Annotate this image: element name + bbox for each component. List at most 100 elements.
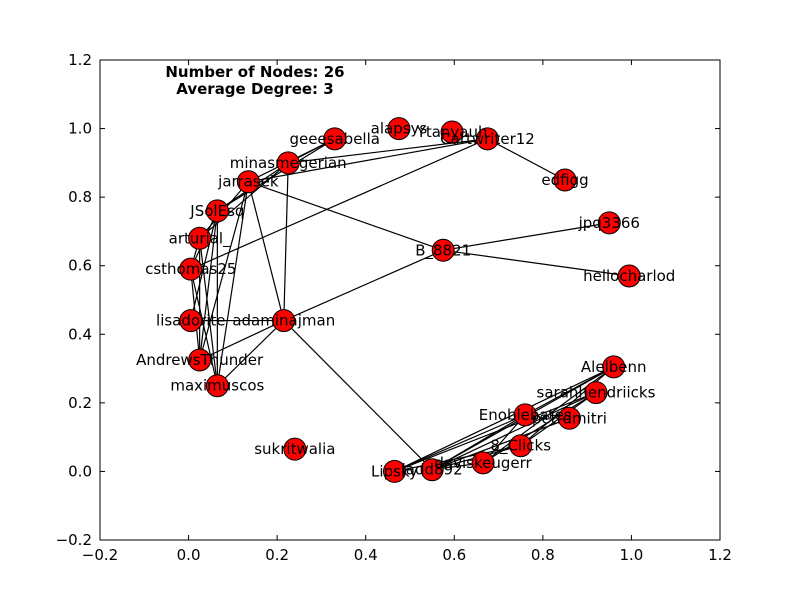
node-label-b-8821: B_8821 (415, 241, 471, 260)
edge-sarahhendriicks-ladd892 (431, 392, 597, 471)
edge-adaminajman-andrewsthunder (199, 320, 285, 361)
node-label-adaminajman: adaminajman (232, 312, 335, 330)
edges-layer (190, 138, 630, 473)
edge-8-clicks-lipsky (394, 445, 521, 473)
node-b-8821 (431, 238, 455, 262)
y-tick-label: −0.2 (56, 531, 92, 549)
x-tick-label: 1.0 (619, 546, 643, 564)
edge-enoblebates-lipsky (394, 414, 526, 472)
node-label-jpq3366: jpq3366 (578, 214, 640, 232)
edge-minasmegerian-arturial (199, 162, 289, 239)
node-label-cartwriter12: Cartwriter12 (440, 130, 535, 148)
node-label-jarrasek: jarrasek (217, 173, 279, 191)
edge-petrdmitri-ladd892 (431, 417, 570, 471)
node-label-sukritwalia: sukritwalia (254, 440, 335, 458)
node-label-edfigg: edfigg (541, 171, 588, 189)
y-tick-label: 1.2 (68, 51, 92, 69)
node-label-sarahhendriicks: sarahhendriicks (537, 384, 656, 402)
edge-b-8821-jpq3366 (443, 222, 610, 251)
edge-b-8821-hellocharlod (443, 249, 630, 277)
node-label-lisadorite: lisadorite (156, 312, 226, 330)
edge-geeesabella-jsolesq (217, 138, 336, 212)
y-tick-label: 0.0 (68, 462, 92, 480)
node-hellocharlod (617, 264, 641, 288)
x-tick-label: 1.2 (708, 546, 732, 564)
edge-arturial-maximuscos (199, 238, 218, 386)
edge-minasmegerian-adaminajman (283, 162, 289, 321)
node-jsolesq (205, 199, 229, 223)
x-tick-label: 0.2 (265, 546, 289, 564)
node-label-ytanyauh: Ytanyauh (416, 123, 488, 141)
node-jarrasek (236, 170, 260, 194)
x-tick-label: −0.2 (82, 546, 118, 564)
node-alapsys (387, 117, 411, 141)
edge-jarrasek-b-8821 (248, 181, 444, 251)
node-label-arturial: arturial_ (169, 229, 231, 248)
x-tick-label: 0.6 (442, 546, 466, 564)
plot-frame (99, 59, 721, 541)
node-label-ladd892: ladd892 (402, 461, 463, 479)
edge-jsolesq-andrewsthunder (199, 210, 218, 361)
node-csthomas25 (179, 257, 203, 281)
y-tick-label: 0.4 (68, 325, 92, 343)
x-tick-label: 0.4 (354, 546, 378, 564)
title-line-2: Average Degree: 3 (176, 80, 333, 98)
node-enoblebates (513, 403, 537, 427)
ticks-layer (99, 59, 721, 541)
node-ytanyauh (440, 120, 464, 144)
node-andrewsthunder (188, 348, 212, 372)
x-tick-label: 0.8 (531, 546, 555, 564)
node-cartwriter12 (476, 127, 499, 151)
node-sukritwalia (283, 437, 307, 461)
node-label-minasmegerian: minasmegerian (230, 154, 347, 172)
edge-alelbenn-enoblebates (524, 366, 615, 416)
node-minasmegerian (276, 151, 300, 175)
node-label-alapsys: alapsys (371, 120, 428, 138)
node-8-clicks (509, 434, 533, 458)
node-label-maximuscos: maximuscos (170, 377, 264, 395)
x-tick-label: 0.0 (177, 546, 201, 564)
edge-alelbenn-lipsky (394, 366, 614, 472)
node-maximuscos (205, 374, 229, 398)
node-petrdmitri (557, 406, 581, 430)
title-line-1: Number of Nodes: 26 (165, 63, 344, 81)
node-label-lipsky: Lipsky (371, 462, 418, 480)
edge-adaminajman-b-8821 (283, 249, 444, 322)
y-tick-label: 1.0 (68, 120, 92, 138)
y-tick-label: 0.2 (68, 394, 92, 412)
node-label-jsolesq: JSolEsq (189, 202, 244, 220)
node-edfigg (553, 168, 577, 192)
node-lisadorite (179, 309, 203, 333)
node-label-geeesabella: geeesabella (289, 130, 380, 148)
node-daviskeugerr (471, 451, 495, 475)
edge-jarrasek-maximuscos (216, 181, 249, 386)
node-label-alelbenn: Alelbenn (581, 358, 647, 376)
node-arturial (188, 226, 212, 250)
node-jpq3366 (597, 211, 621, 235)
node-sarahhendriicks (584, 381, 608, 405)
edge-cartwriter12-edfigg (487, 138, 566, 181)
y-tick-label: 0.8 (68, 188, 92, 206)
node-alelbenn (602, 355, 626, 379)
y-tick-label: 0.6 (68, 257, 92, 275)
edge-adaminajman-ladd892 (283, 320, 433, 471)
node-label-hellocharlod: hellocharlod (583, 267, 675, 285)
node-label-andrewsthunder: AndrewsThunder (136, 351, 264, 369)
edge-csthomas25-maximuscos (190, 269, 218, 386)
edge-cartwriter12-csthomas25 (190, 138, 488, 270)
edge-jarrasek-adaminajman (247, 181, 285, 321)
node-geeesabella (323, 127, 347, 151)
edge-jarrasek-andrewsthunder (199, 181, 249, 361)
nodes-layer (179, 117, 641, 483)
node-label-8-clicks: 8_Clicks (490, 437, 551, 456)
node-label-petrdmitri: petrdmitri (532, 409, 607, 427)
edge-adaminajman-maximuscos (216, 320, 285, 387)
node-label-csthomas25: csthomas25 (145, 260, 236, 278)
node-label-enoblebates: Enoblebates (479, 406, 572, 424)
node-ladd892 (420, 458, 444, 482)
tick-labels-layer: −0.2 0.0 0.2 0.4 0.6 0.8 1.0 1.2 −0.2 0.0 0.2 0.4 0.… (56, 51, 732, 564)
